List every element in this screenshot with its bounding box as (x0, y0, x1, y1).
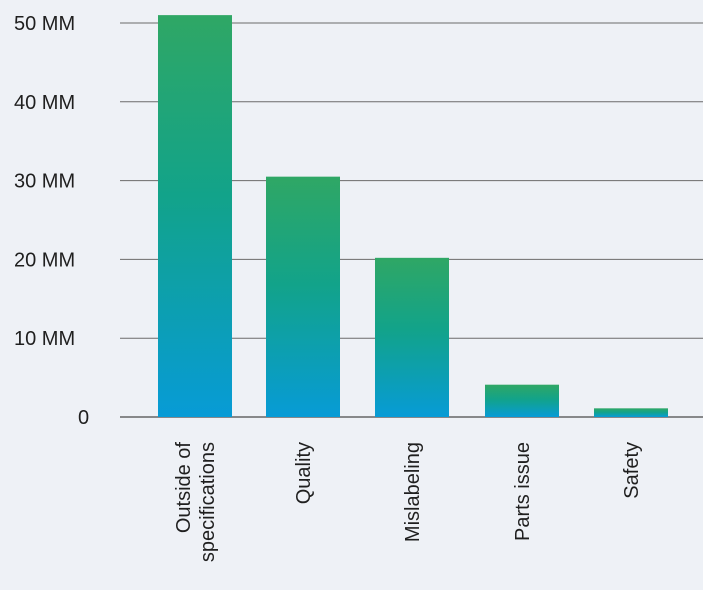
x-category-label-line: Safety (621, 442, 643, 499)
bars (158, 15, 668, 418)
x-category-label: Outside of specifications (173, 442, 219, 562)
x-axis-labels: Outside of specifications Quality Mislabeli… (173, 442, 643, 562)
bar (158, 15, 232, 418)
x-category-label-line: specifications (197, 442, 219, 562)
y-tick-label: 50 MM (14, 13, 75, 35)
x-category-label: Parts issue (512, 442, 534, 541)
y-tick-label: 30 MM (14, 171, 75, 193)
y-tick-label: 0 (78, 407, 89, 429)
x-category-label-line: Quality (293, 442, 315, 504)
bar (266, 176, 340, 417)
bar (594, 408, 668, 417)
bar (375, 257, 449, 417)
bar (485, 384, 559, 417)
x-category-label: Quality (293, 442, 315, 504)
y-axis-ticks: 0 10 MM 20 MM 30 MM 40 MM 50 MM (14, 13, 89, 429)
x-category-label-line: Outside of (173, 442, 195, 534)
x-category-label: Safety (621, 442, 643, 499)
x-category-label-line: Mislabeling (402, 442, 424, 542)
x-category-label: Mislabeling (402, 442, 424, 542)
y-tick-label: 10 MM (14, 328, 75, 350)
x-category-label-line: Parts issue (512, 442, 534, 541)
y-tick-label: 40 MM (14, 92, 75, 114)
y-tick-label: 20 MM (14, 249, 75, 271)
